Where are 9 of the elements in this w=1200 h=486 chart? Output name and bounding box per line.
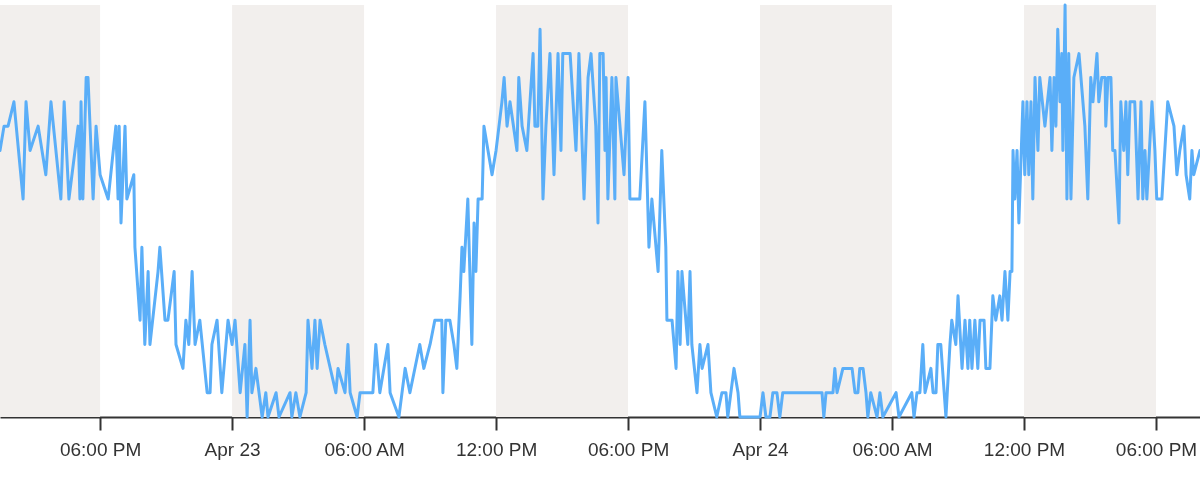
x-tick-label: 06:00 AM bbox=[852, 438, 933, 460]
x-tick-label: Apr 24 bbox=[732, 438, 789, 460]
x-tick-label: Apr 23 bbox=[204, 438, 261, 460]
x-tick-label: 12:00 PM bbox=[983, 438, 1066, 460]
x-tick-label: 06:00 AM bbox=[324, 438, 405, 460]
x-tick-label: 12:00 PM bbox=[455, 438, 538, 460]
x-tick-label: 06:00 PM bbox=[587, 438, 670, 460]
x-tick-label: 06:00 PM bbox=[1115, 438, 1198, 460]
x-tick-label: 06:00 PM bbox=[59, 438, 142, 460]
